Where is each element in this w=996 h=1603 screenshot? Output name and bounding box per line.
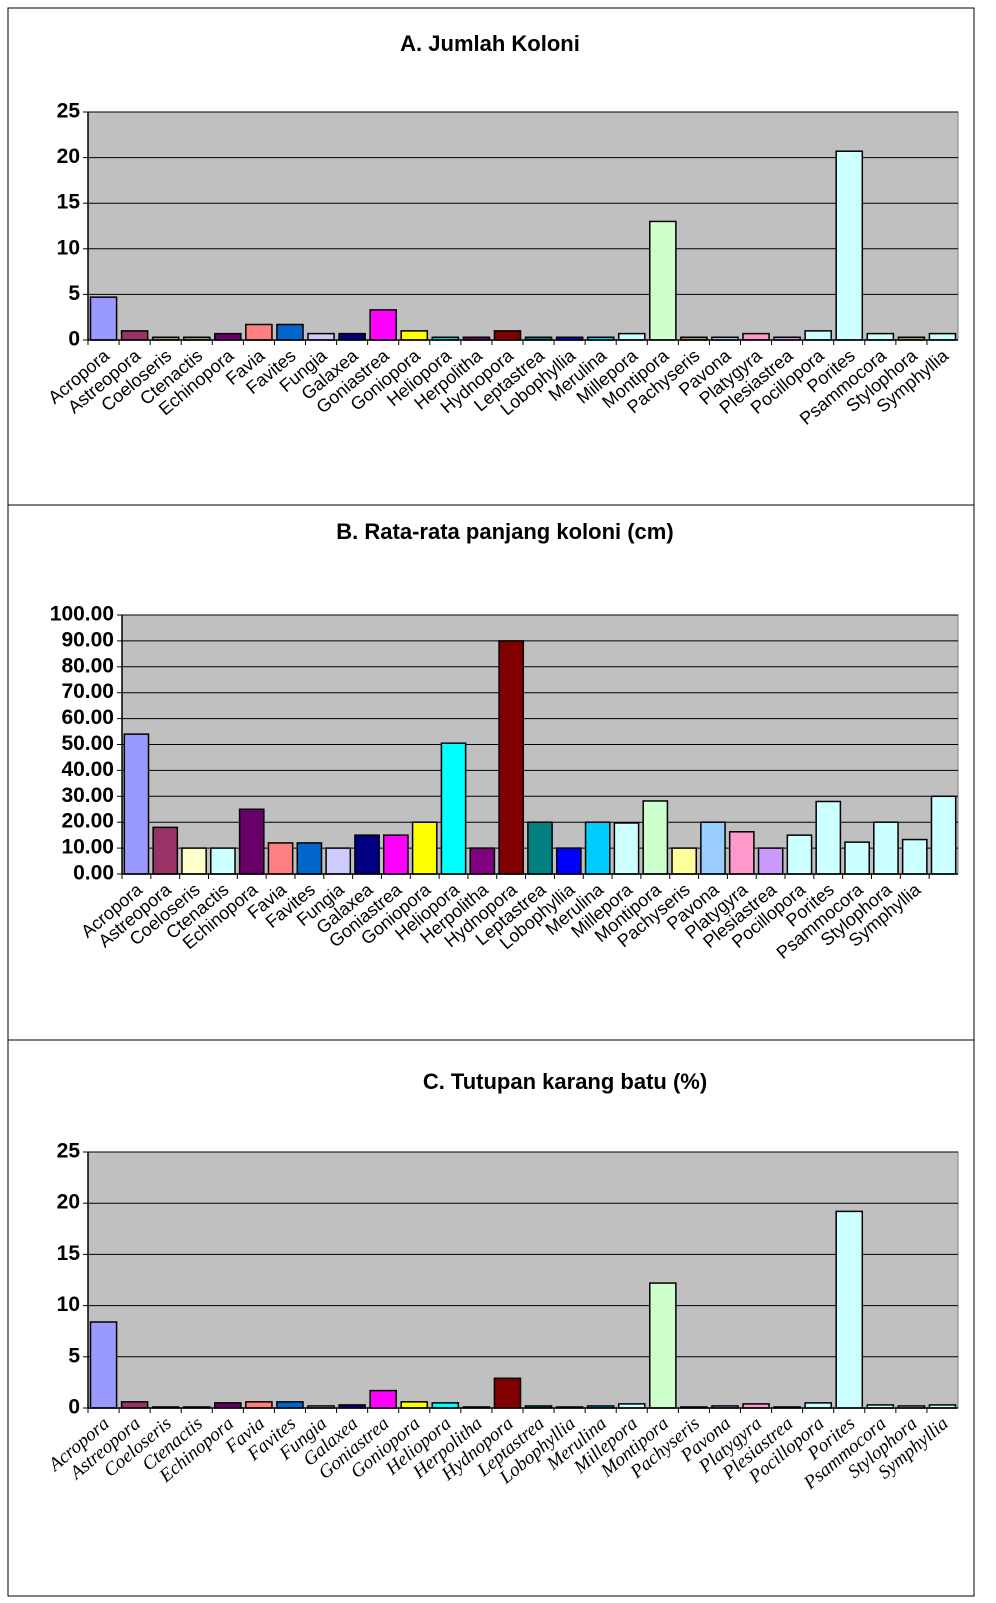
y-tick-label: 90.00	[61, 628, 114, 651]
bar	[901, 838, 928, 875]
bar	[493, 1377, 522, 1409]
y-tick-label: 0	[68, 1396, 80, 1419]
bar	[307, 332, 335, 341]
chart-title: B. Rata-rata panjang koloni (cm)	[336, 519, 673, 544]
bar	[214, 1402, 242, 1409]
bar	[649, 220, 677, 341]
bar	[835, 1210, 864, 1409]
y-tick-label: 5	[68, 1344, 80, 1367]
bar	[238, 808, 265, 875]
bar	[873, 821, 899, 875]
bar	[354, 834, 380, 875]
bar	[493, 330, 522, 341]
y-tick-label: 15	[57, 1242, 81, 1265]
bar	[325, 847, 352, 875]
bar	[835, 150, 864, 341]
y-tick-label: 60.00	[61, 706, 114, 729]
bar	[89, 296, 118, 341]
bar	[930, 795, 957, 875]
bar	[642, 800, 669, 875]
y-tick-label: 15	[57, 191, 81, 214]
bar	[296, 842, 323, 875]
chart-title: A. Jumlah Koloni	[400, 31, 580, 56]
bar	[440, 742, 467, 875]
bar	[120, 330, 149, 341]
bar	[245, 323, 273, 341]
y-tick-label: 50.00	[61, 732, 114, 755]
bar	[431, 1402, 460, 1409]
y-tick-label: 10	[57, 1293, 80, 1316]
y-tick-label: 40.00	[61, 758, 114, 781]
bar	[210, 847, 236, 875]
bar	[369, 309, 397, 341]
bar	[815, 800, 842, 875]
bar	[276, 1401, 304, 1409]
bar	[584, 821, 611, 875]
bar	[469, 847, 496, 875]
y-tick-label: 100.00	[50, 603, 114, 626]
y-tick-label: 30.00	[61, 784, 114, 807]
bar	[369, 1389, 397, 1409]
bar	[89, 1321, 118, 1409]
y-tick-label: 20	[57, 1191, 80, 1214]
bar	[866, 332, 895, 341]
y-tick-label: 10.00	[61, 836, 114, 859]
bar	[120, 1401, 149, 1409]
bar	[214, 332, 242, 341]
y-tick-label: 10	[57, 236, 80, 259]
y-tick-label: 70.00	[61, 680, 114, 703]
bar	[649, 1282, 677, 1409]
bar	[804, 330, 832, 341]
bar	[123, 733, 150, 875]
y-tick-label: 20.00	[61, 810, 114, 833]
y-tick-label: 5	[68, 282, 80, 305]
plot-area	[87, 1151, 959, 1409]
bar	[700, 821, 726, 875]
bar	[400, 330, 429, 341]
bar	[844, 841, 870, 875]
bar	[498, 640, 525, 875]
bar	[928, 332, 957, 341]
bar	[400, 1401, 429, 1409]
bar	[555, 847, 582, 875]
y-tick-label: 80.00	[61, 654, 114, 677]
bar	[786, 834, 813, 875]
bar	[276, 323, 304, 341]
bar	[383, 834, 409, 875]
bar	[181, 847, 207, 875]
bar	[411, 821, 438, 875]
y-tick-label: 25	[57, 100, 81, 123]
y-tick-label: 0.00	[73, 862, 114, 885]
bar	[527, 821, 553, 875]
bar	[742, 332, 770, 341]
bar	[671, 847, 697, 875]
bar	[617, 332, 646, 341]
bar	[267, 842, 294, 875]
bar	[804, 1402, 832, 1409]
plot-area	[87, 111, 959, 341]
y-tick-label: 20	[57, 145, 80, 168]
bar	[613, 822, 640, 875]
y-tick-label: 25	[57, 1140, 81, 1163]
bar	[728, 831, 755, 875]
bar	[245, 1401, 273, 1409]
bar	[152, 826, 179, 875]
bar	[338, 332, 366, 341]
bar	[757, 847, 784, 875]
chart-title: C. Tutupan karang batu (%)	[423, 1069, 707, 1094]
y-tick-label: 0	[68, 328, 80, 351]
